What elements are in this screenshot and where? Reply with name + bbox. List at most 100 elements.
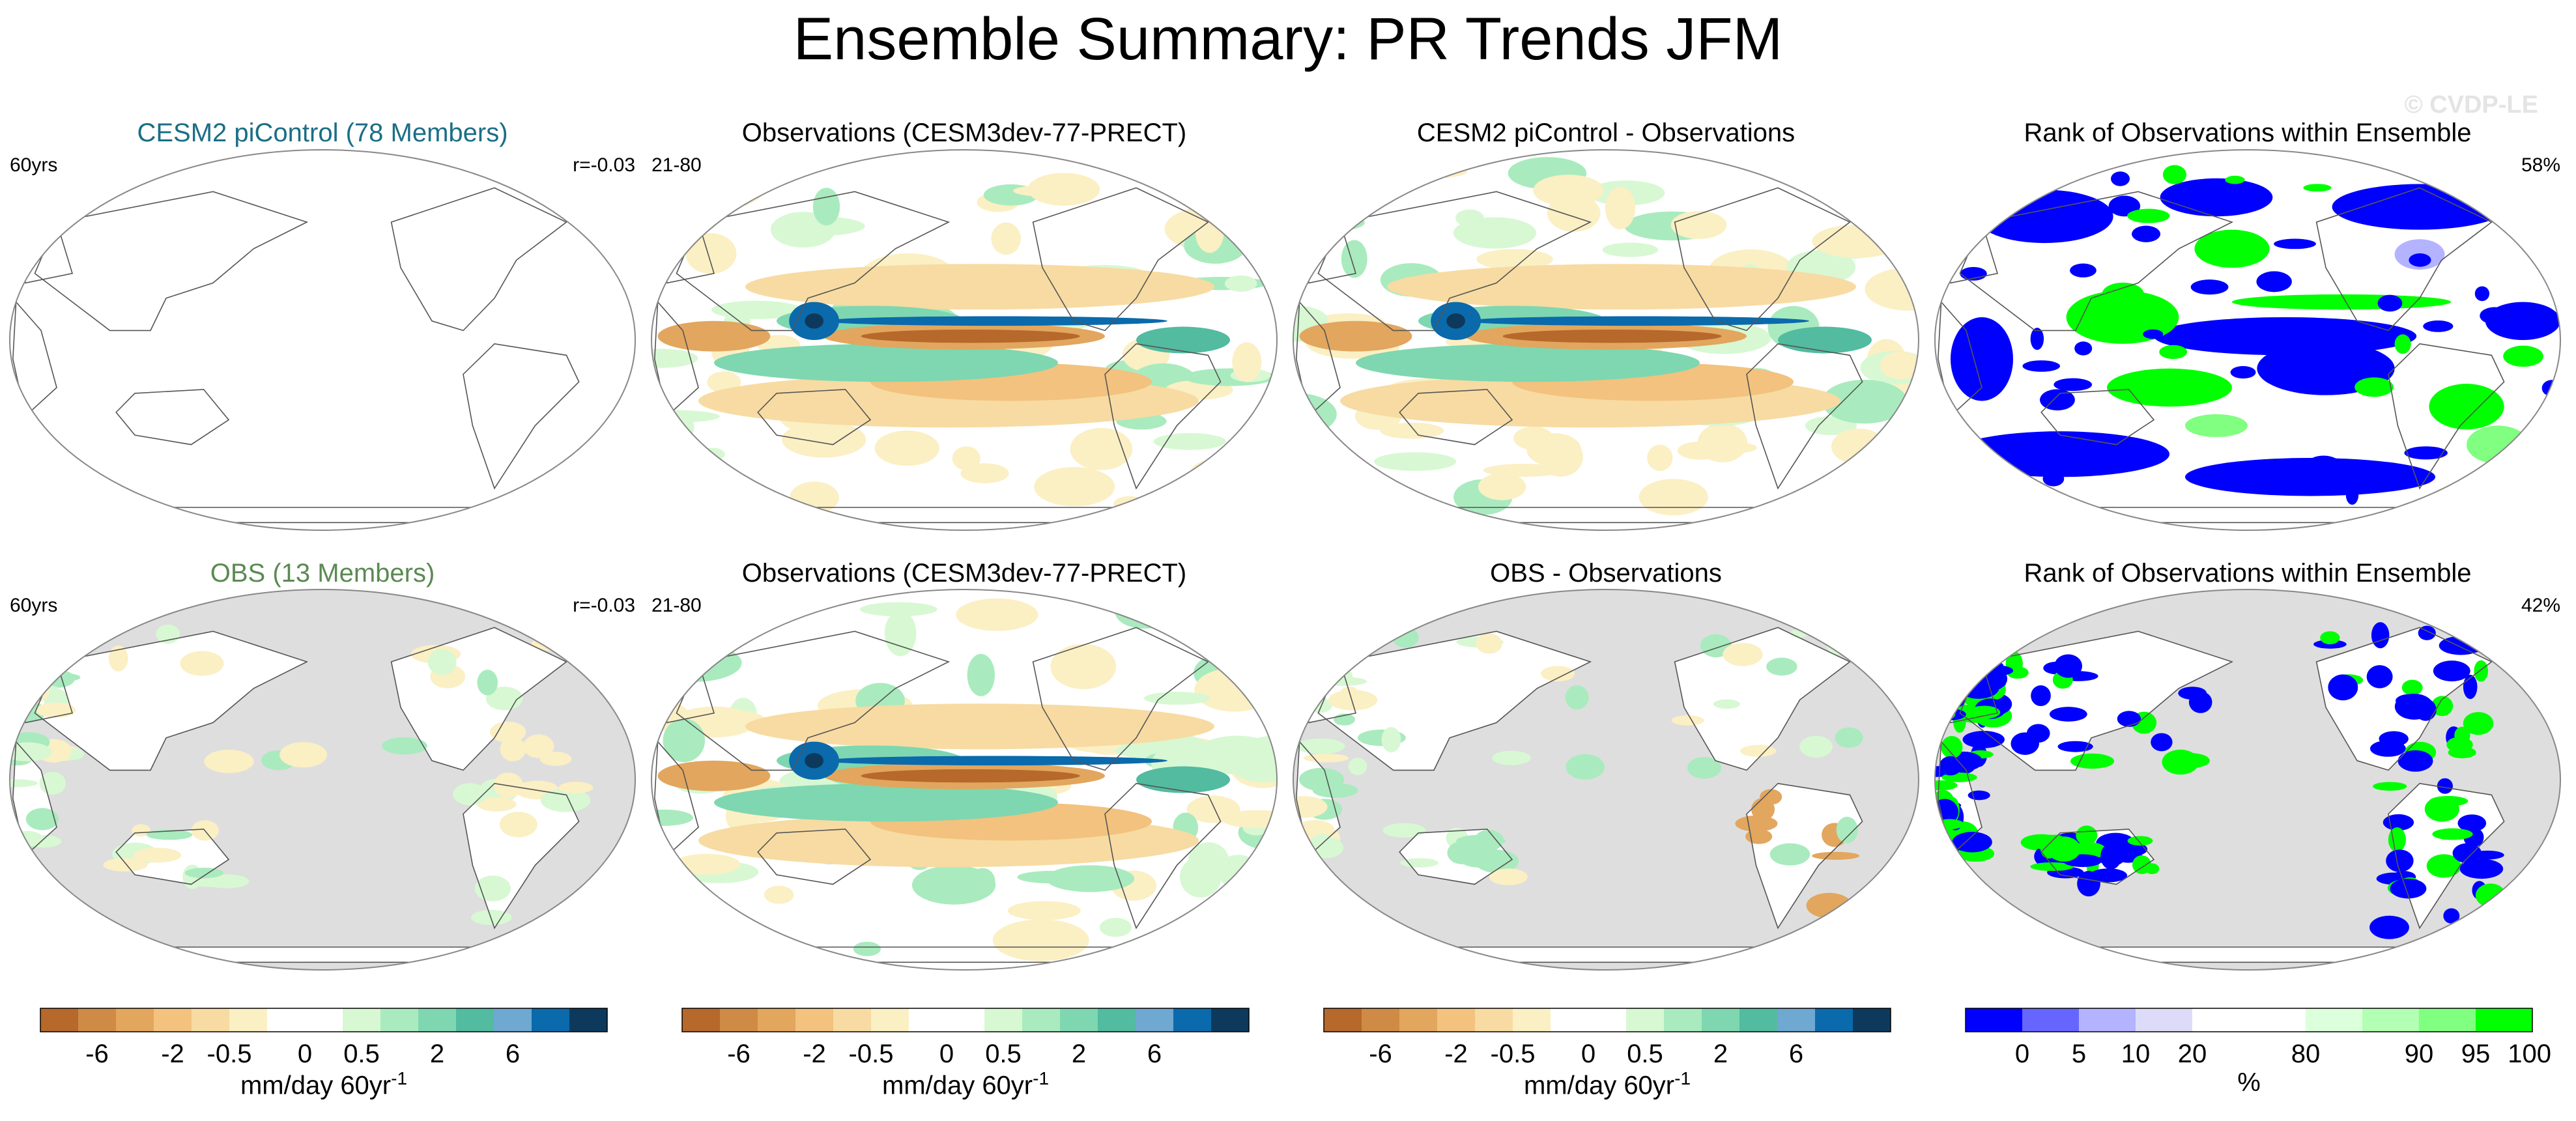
field-land-patch [1836,816,1858,844]
rank-land-cell [2503,623,2525,640]
field-land-patch [180,651,224,676]
panel-title: Rank of Observations within Ensemble [2024,559,2472,588]
panel-right-label: r=-0.03 [573,154,635,176]
field-patch [1070,428,1133,470]
rank-land-cell [2432,828,2473,840]
rank-land-cell [2117,711,2141,727]
field-land-patch [1847,621,1876,635]
field-wet-spcz [1356,343,1700,382]
coastline-namerica [390,187,567,332]
rank-speck [2030,328,2044,350]
rank-speck [2542,251,2558,268]
rank-speck [2541,380,2560,397]
field-land-patch [10,678,50,705]
colorbar-tick-label: 6 [505,1040,521,1068]
field-wet-spcz [714,343,1058,382]
rank-land-cell [2502,616,2536,631]
coastline-asia [1959,191,2234,332]
panel-left-label: 60yrs [10,154,58,176]
field-land-patch [1382,823,1426,838]
field-land-patch [1671,715,1704,726]
field-patch [1478,473,1526,501]
rank-speck [1975,481,2008,505]
rank-land-cell [2369,740,2406,757]
field-land-patch [1827,903,1865,915]
coastline-namerica [1032,187,1209,332]
rank-land-cell [2469,921,2486,933]
map-panel-1-3 [1935,589,2560,970]
rank-speck [2102,282,2144,305]
field-patch [1201,480,1265,498]
colorbar-swatch [1626,1008,1665,1032]
rank-speck [2190,279,2229,295]
field-land-patch [453,783,487,806]
colorbar-tick-label: 0 [1581,1040,1596,1068]
coastline-australia [115,389,230,446]
field-land-patch [1311,834,1333,849]
field-land-patch [1832,621,1861,634]
rank-speck [2111,171,2130,186]
land-antarctica [2013,947,2482,963]
field-patch [764,885,794,904]
field-land-patch [523,734,554,759]
coastline-asia [34,191,309,332]
rank-land-cell [2475,883,2506,907]
rank-land-cell [2100,843,2122,870]
rank-speck [2394,334,2411,354]
colorbar-swatch [380,1008,419,1032]
field-patch [952,446,980,470]
field-patch [1513,426,1554,450]
field-land-patch [553,625,593,650]
field-patch [1865,267,1919,311]
field-land-patch [1759,789,1782,805]
colorbar-swatch [116,1008,154,1032]
field-land-patch [1861,636,1895,647]
field-patch [1848,472,1919,488]
field-dry-north [745,264,1214,310]
rank-land-cell [2397,750,2433,772]
field-patch [1455,209,1484,227]
rank-land-cell [2474,660,2489,682]
colorbar-swatch [795,1008,834,1032]
colorbar-swatch [833,1008,872,1032]
rank-land-cell [2437,778,2453,794]
rank-speck [2132,225,2161,242]
rank-speck [2307,455,2340,472]
rank-land-cell [1942,651,1979,674]
colorbar-tick-label: 0 [2014,1040,2030,1068]
rank-land-cell [2481,903,2508,924]
field-patch [1322,172,1351,198]
rank-speck [2159,345,2188,360]
field-patch [1602,242,1659,257]
rank-land-cell [1962,730,2005,748]
rank-speck [2022,360,2061,372]
colorbar-swatch [1664,1008,1702,1032]
rank-land-cell [1974,683,1988,698]
colorbar-frame [681,1008,1250,1032]
field-dry-eq-core [861,329,1080,343]
field-land-patch [14,684,59,693]
rank-land-cell [2459,858,2504,879]
map-border [1293,589,1919,971]
colorbar-tick-label: 20 [2177,1040,2207,1068]
field-patch [1805,416,1857,435]
rank-land-cell [2390,878,2427,899]
rank-land-cell [1968,705,2001,719]
colorbar-swatch [494,1008,532,1032]
rank-speck [2474,286,2490,302]
coastline-africa [1937,740,1982,857]
field-patch [663,718,706,763]
rank-speck [2401,195,2419,217]
colorbar-swatch [871,1008,909,1032]
coastline-africa [1295,740,1341,857]
field-land-patch [1832,610,1870,637]
field-patch [651,809,693,826]
coastline-greenland [1830,171,1882,208]
land-antarctica [88,947,557,963]
rank-land-cell [2076,825,2098,845]
colorbar-swatch [1022,1008,1061,1032]
field-land-patch [156,624,180,644]
rank-land-cell [2457,814,2487,832]
colorbar-swatch [2136,1008,2193,1032]
rank-land-cell [2443,908,2460,924]
